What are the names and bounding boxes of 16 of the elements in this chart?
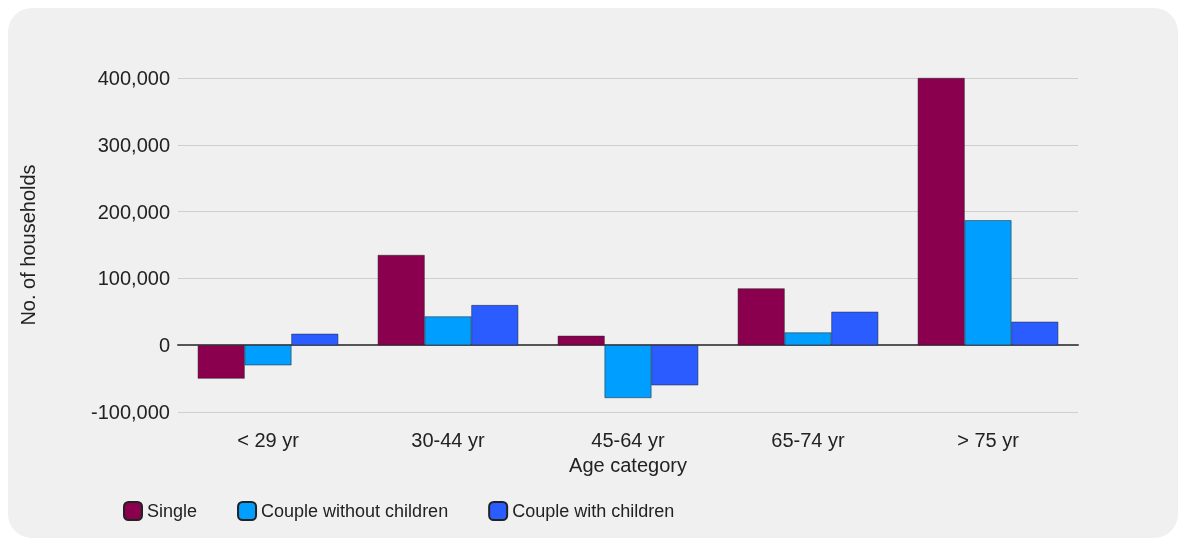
legend-label: Single bbox=[147, 501, 198, 521]
y-tick-label: 300,000 bbox=[97, 133, 170, 156]
legend-label: Couple without children bbox=[261, 501, 449, 521]
y-axis-title: No. of households bbox=[17, 164, 39, 326]
x-axis-title: Age category bbox=[569, 453, 687, 476]
x-tick-label: 65-74 yr bbox=[771, 429, 846, 451]
x-tick-label: 45-64 yr bbox=[591, 429, 666, 451]
legend-label: Couple with children bbox=[512, 501, 675, 521]
x-tick-label: 30-44 yr bbox=[411, 429, 486, 451]
y-tick-label: 0 bbox=[158, 334, 170, 357]
y-tick-label: 200,000 bbox=[97, 200, 170, 223]
y-tick-label: 100,000 bbox=[97, 267, 170, 290]
x-tick-label: < 29 yr bbox=[237, 429, 300, 451]
y-tick-label: 400,000 bbox=[97, 67, 170, 89]
y-tick-label: -100,000 bbox=[91, 401, 170, 423]
x-tick-label: > 75 yr bbox=[957, 429, 1020, 451]
